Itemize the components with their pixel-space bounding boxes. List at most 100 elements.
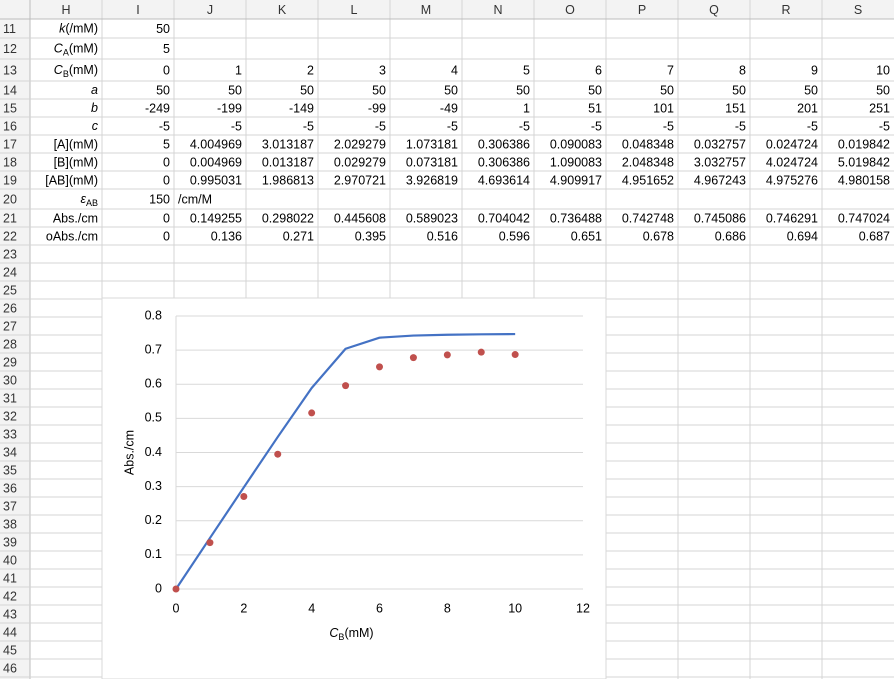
cell-text: -5 [519,119,530,133]
cell-text: εAB [80,192,98,208]
cell-text: 0.090083 [550,137,602,151]
x-tick-label: 4 [308,601,315,615]
cell-text-part: A [63,48,69,58]
cell-text: 0.687 [859,229,890,243]
x-tick-label: 2 [240,601,247,615]
cell-text-part: (mM) [69,42,98,56]
cell-text: 0.746291 [766,211,818,225]
row-header: 19 [3,173,17,187]
row-header: 46 [3,661,17,675]
cell-text: -5 [591,119,602,133]
cell-text: 50 [876,83,890,97]
cell-text: 1 [235,63,242,77]
cell-text: 1.986813 [262,173,314,187]
cell-text: -5 [447,119,458,133]
cell-text: 0.745086 [694,211,746,225]
y-tick-label: 0.2 [145,513,162,527]
cell-text: 50 [300,83,314,97]
cell-text: 251 [869,101,890,115]
row-header: 11 [3,22,16,36]
cell-text: 5.019842 [838,155,890,169]
cell-text: 0.136 [211,229,242,243]
data-point [477,348,485,356]
cell-text: c [92,119,99,133]
cell-text: 4.967243 [694,173,746,187]
cell-text: -5 [375,119,386,133]
column-header-bar [0,0,894,19]
cell-text-part: C [54,63,64,77]
cell-text: 0 [163,173,170,187]
cell-text: 0.736488 [550,211,602,225]
row-header: 13 [3,63,17,77]
row-header: 35 [3,463,17,477]
column-header: S [854,3,862,17]
cell-text: 8 [739,63,746,77]
cell-text: 3.926819 [406,173,458,187]
cell-text: 0.694 [787,229,818,243]
cell-text: 151 [725,101,746,115]
cell-text: -49 [440,101,458,115]
column-header: M [421,3,431,17]
cell-text: 0.298022 [262,211,314,225]
cell-text: 4.693614 [478,173,530,187]
data-point [206,539,214,547]
row-header: 33 [3,427,17,441]
cell-text: 0.596 [499,229,530,243]
cell-text: 50 [372,83,386,97]
row-header: 23 [3,247,17,261]
row-header: 24 [3,265,17,279]
cell-text: 50 [444,83,458,97]
cell-text: 0 [163,63,170,77]
row-header: 20 [3,192,17,206]
x-tick-label: 10 [508,601,522,615]
cell-text: k(/mM) [59,22,98,36]
y-tick-label: 0.7 [145,342,162,356]
cell-text: b [91,101,98,115]
row-header: 26 [3,301,17,315]
data-point [240,493,248,501]
column-header: O [565,3,575,17]
cell-text: 1.073181 [406,137,458,151]
cell-text: 201 [797,101,818,115]
cell-text: 4.951652 [622,173,674,187]
row-header: 43 [3,607,17,621]
cell-text: a [91,83,98,97]
data-point [172,585,180,593]
row-header: 30 [3,373,17,387]
row-header: 31 [3,391,17,405]
column-header: R [781,3,790,17]
cell-text: -5 [303,119,314,133]
cell-text: 0 [163,211,170,225]
row-header: 25 [3,283,17,297]
row-header: 45 [3,643,17,657]
cell-text: 50 [804,83,818,97]
cell-text: 4 [451,63,458,77]
cell-text-part: B [63,69,69,79]
cell-text: 0.704042 [478,211,530,225]
y-tick-label: 0.5 [145,411,162,425]
cell-text: 0.747024 [838,211,890,225]
cell-text: 5 [523,63,530,77]
cell-text: -5 [879,119,890,133]
cell-text: 0.651 [571,229,602,243]
cell-text: CA(mM) [54,42,98,58]
x-tick-label: 6 [376,601,383,615]
column-header: H [61,3,70,17]
data-point [409,354,417,362]
cell-text: 50 [156,22,170,36]
cell-text: 0.395 [355,229,386,243]
cell-text: 0.306386 [478,155,530,169]
cell-text-part: AB [86,198,98,208]
cell-text: 0.032757 [694,137,746,151]
y-tick-label: 0.1 [145,547,162,561]
x-tick-label: 8 [444,601,451,615]
cell-text: CB(mM) [54,63,98,79]
data-point [342,382,350,390]
row-header: 18 [3,155,17,169]
cell-text: 4.980158 [838,173,890,187]
cell-text-part: (/mM) [65,22,98,36]
row-header: 34 [3,445,17,459]
cell-text: 0.024724 [766,137,818,151]
row-header: 28 [3,337,17,351]
